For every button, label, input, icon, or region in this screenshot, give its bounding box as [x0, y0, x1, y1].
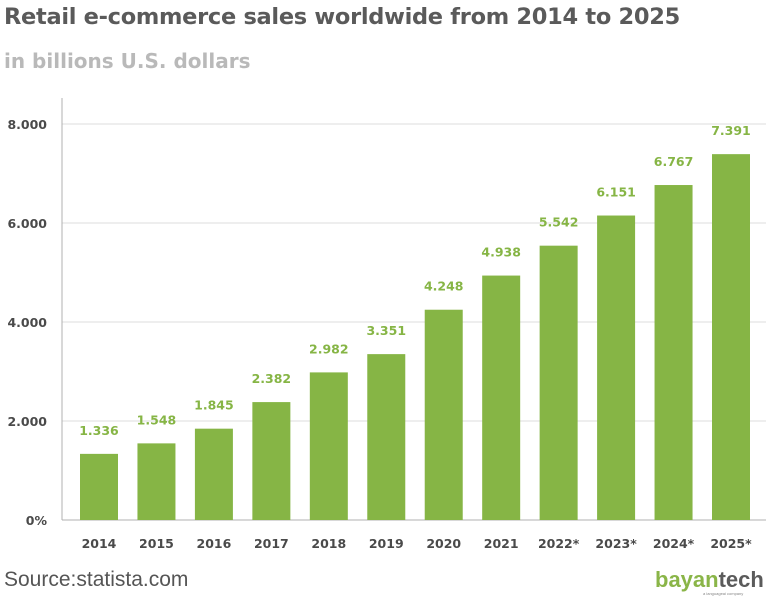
y-tick-label: 0% — [26, 513, 48, 528]
bar — [654, 185, 693, 520]
x-tick-label: 2021 — [484, 536, 519, 551]
chart-title: Retail e-commerce sales worldwide from 2… — [4, 4, 680, 30]
logo-part-1: bayan — [655, 567, 719, 592]
x-tick-label: 2017 — [254, 536, 289, 551]
logo-tagline: a languageai company — [703, 591, 744, 596]
data-label: 6.767 — [654, 154, 694, 169]
bar — [712, 154, 750, 520]
bar — [597, 215, 636, 520]
x-tick-label: 2020 — [426, 536, 461, 551]
data-label: 7.391 — [711, 123, 751, 138]
x-tick-label: 2024* — [653, 536, 695, 551]
x-tick-label: 2023* — [595, 536, 637, 551]
x-tick-label: 2019 — [369, 536, 404, 551]
bar — [424, 309, 463, 520]
bayantech-logo: bayantech — [655, 569, 764, 591]
x-tick-label: 2015 — [139, 536, 174, 551]
data-label: 1.548 — [137, 412, 177, 427]
data-label: 4.938 — [481, 245, 521, 260]
data-label: 2.982 — [309, 341, 349, 356]
bar — [252, 402, 291, 520]
chart-subtitle: in billions U.S. dollars — [4, 49, 251, 73]
bar — [80, 453, 118, 520]
data-label: 6.151 — [596, 185, 636, 200]
x-tick-label: 2025* — [710, 536, 752, 551]
y-tick-label: 4.000 — [7, 315, 47, 330]
data-label: 2.382 — [252, 371, 292, 386]
bar — [137, 443, 176, 520]
bar — [367, 354, 406, 520]
x-tick-label: 2022* — [538, 536, 580, 551]
bar — [194, 428, 233, 520]
data-label: 1.845 — [194, 398, 234, 413]
bar — [482, 275, 521, 520]
y-tick-label: 6.000 — [7, 216, 47, 231]
data-label: 3.351 — [366, 323, 406, 338]
logo-part-2: tech — [718, 567, 764, 592]
x-tick-label: 2016 — [197, 536, 232, 551]
data-label: 1.336 — [79, 423, 119, 438]
data-label: 5.542 — [539, 215, 579, 230]
data-label: 4.248 — [424, 279, 464, 294]
x-tick-label: 2014 — [82, 536, 117, 551]
source-note: Source:statista.com — [4, 568, 189, 591]
y-tick-label: 2.000 — [7, 414, 47, 429]
y-tick-label: 8.000 — [7, 117, 47, 132]
x-tick-label: 2018 — [311, 536, 346, 551]
bar — [309, 372, 348, 520]
bar — [539, 245, 578, 520]
